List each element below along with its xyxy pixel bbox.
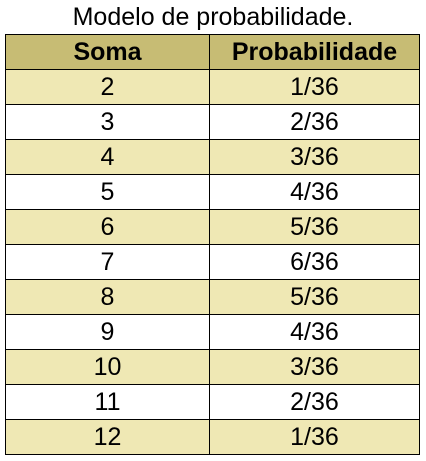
cell-probabilidade: 5/36 bbox=[209, 279, 420, 315]
cell-soma: 10 bbox=[5, 349, 210, 385]
table-row: 3 2/36 bbox=[5, 104, 420, 140]
cell-soma: 2 bbox=[5, 69, 210, 105]
cell-probabilidade: 3/36 bbox=[209, 139, 420, 175]
cell-probabilidade: 4/36 bbox=[209, 174, 420, 210]
cell-soma: 6 bbox=[5, 209, 210, 245]
table-row: 9 4/36 bbox=[5, 314, 420, 350]
header-soma: Soma bbox=[5, 34, 210, 70]
table-caption: Modelo de probabilidade. bbox=[72, 3, 354, 31]
probability-table: Soma Probabilidade 2 1/36 3 2/36 4 3/36 … bbox=[5, 34, 420, 455]
table-row: 4 3/36 bbox=[5, 139, 420, 175]
cell-probabilidade: 2/36 bbox=[209, 384, 420, 420]
table-row: 8 5/36 bbox=[5, 279, 420, 315]
table-row: 10 3/36 bbox=[5, 349, 420, 385]
table-row: 2 1/36 bbox=[5, 69, 420, 105]
cell-soma: 4 bbox=[5, 139, 210, 175]
cell-soma: 11 bbox=[5, 384, 210, 420]
cell-probabilidade: 5/36 bbox=[209, 209, 420, 245]
cell-soma: 9 bbox=[5, 314, 210, 350]
table-row: 7 6/36 bbox=[5, 244, 420, 280]
cell-probabilidade: 2/36 bbox=[209, 104, 420, 140]
table-row: 11 2/36 bbox=[5, 384, 420, 420]
header-probabilidade: Probabilidade bbox=[209, 34, 420, 70]
table-row: 12 1/36 bbox=[5, 419, 420, 455]
table-row: 6 5/36 bbox=[5, 209, 420, 245]
cell-probabilidade: 1/36 bbox=[209, 69, 420, 105]
table-header-row: Soma Probabilidade bbox=[5, 34, 420, 70]
cell-probabilidade: 1/36 bbox=[209, 419, 420, 455]
table-row: 5 4/36 bbox=[5, 174, 420, 210]
cell-soma: 7 bbox=[5, 244, 210, 280]
cell-probabilidade: 6/36 bbox=[209, 244, 420, 280]
cell-probabilidade: 4/36 bbox=[209, 314, 420, 350]
cell-soma: 5 bbox=[5, 174, 210, 210]
cell-soma: 12 bbox=[5, 419, 210, 455]
cell-probabilidade: 3/36 bbox=[209, 349, 420, 385]
cell-soma: 8 bbox=[5, 279, 210, 315]
cell-soma: 3 bbox=[5, 104, 210, 140]
